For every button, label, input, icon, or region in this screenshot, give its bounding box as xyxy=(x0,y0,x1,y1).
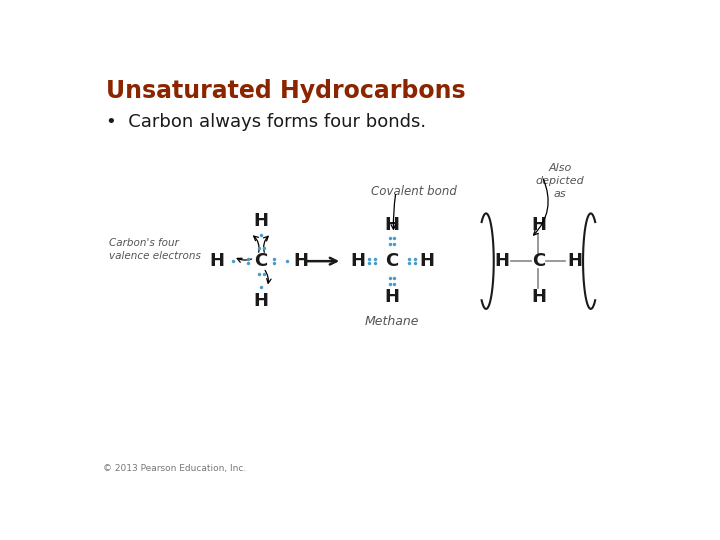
Text: H: H xyxy=(209,252,224,270)
Text: H: H xyxy=(531,288,546,306)
Text: H: H xyxy=(419,252,434,270)
Text: Covalent bond: Covalent bond xyxy=(371,185,456,198)
Text: H: H xyxy=(494,252,509,270)
Text: H: H xyxy=(253,212,269,230)
Text: H: H xyxy=(253,292,269,310)
Text: •  Carbon always forms four bonds.: • Carbon always forms four bonds. xyxy=(106,112,426,131)
Text: Unsaturated Hydrocarbons: Unsaturated Hydrocarbons xyxy=(106,79,465,103)
Text: C: C xyxy=(385,252,399,270)
Text: H: H xyxy=(384,216,400,234)
Text: H: H xyxy=(531,216,546,234)
Text: Carbon's four
valence electrons: Carbon's four valence electrons xyxy=(109,238,201,261)
Text: H: H xyxy=(568,252,583,270)
Text: H: H xyxy=(384,288,400,306)
Text: H: H xyxy=(350,252,365,270)
Text: Methane: Methane xyxy=(365,315,419,328)
Text: © 2013 Pearson Education, Inc.: © 2013 Pearson Education, Inc. xyxy=(104,464,246,473)
Text: Also
depicted
as: Also depicted as xyxy=(536,163,585,199)
Text: C: C xyxy=(255,252,268,270)
Text: C: C xyxy=(532,252,545,270)
Text: H: H xyxy=(294,252,309,270)
